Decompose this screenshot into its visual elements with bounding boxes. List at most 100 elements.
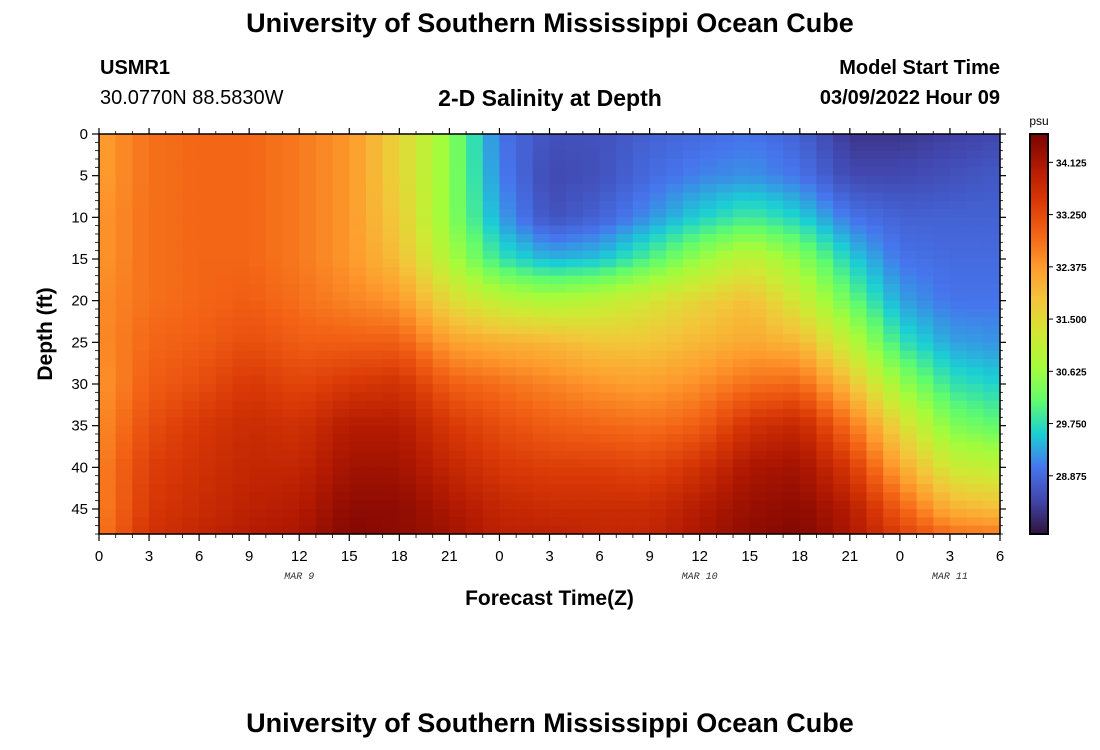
heatmap-cell [516,234,534,243]
heatmap-cell [632,459,651,468]
heatmap-cell [182,134,200,143]
heatmap-cell [916,192,934,202]
heatmap-cell [282,209,300,218]
heatmap-cell [833,259,851,268]
heatmap-cell [499,159,517,168]
heatmap-cell [165,234,184,243]
heatmap-cell [849,267,868,277]
station-coordinates: 30.0770N 88.5830W [100,87,284,109]
heatmap-cell [866,334,884,343]
heatmap-cell [983,250,1001,260]
heatmap-cell [349,209,367,218]
heatmap-cell [165,159,184,168]
heatmap-cell [532,267,551,277]
heatmap-cell [249,384,267,393]
heatmap-cell [149,184,167,193]
heatmap-cell [899,200,918,210]
heatmap-cell [766,425,784,435]
heatmap-cell [816,167,834,177]
heatmap-cell [616,292,634,302]
heatmap-cell [115,484,133,493]
heatmap-cell [332,159,350,168]
heatmap-cell [716,342,734,352]
heatmap-cell [616,309,634,318]
heatmap-cell [733,242,751,252]
heatmap-cell [616,242,634,252]
heatmap-cell [799,159,818,168]
heatmap-cell [733,359,751,368]
heatmap-cell [933,467,951,477]
heatmap-cell [716,142,734,152]
heatmap-cell [332,500,350,510]
heatmap-cell [232,284,250,293]
heatmap-cell [566,175,584,185]
heatmap-cell [215,142,234,152]
heatmap-cell [516,384,534,393]
heatmap-cell [616,159,634,168]
heatmap-cell [632,309,651,318]
heatmap-cell [299,225,317,235]
heatmap-cell [733,442,751,452]
heatmap-cell [182,209,200,218]
heatmap-cell [516,175,534,185]
heatmap-cell [199,217,217,227]
heatmap-cell [315,442,334,452]
heatmap-cell [816,425,834,435]
heatmap-cell [132,334,150,343]
heatmap-cell [883,492,901,502]
heatmap-cell [149,142,167,152]
heatmap-cell [399,300,417,310]
heatmap-cell [499,392,517,402]
heatmap-cell [332,342,350,352]
heatmap-cell [115,150,133,160]
heatmap-cell [916,167,934,177]
heatmap-cell [499,184,517,193]
heatmap-cell [883,309,901,318]
heatmap-cell [749,292,768,302]
heatmap-cell [516,409,534,418]
heatmap-cell [466,184,484,193]
heatmap-cell [115,492,133,502]
heatmap-cell [983,334,1001,343]
heatmap-cell [816,500,834,510]
heatmap-cell [816,309,834,318]
heatmap-cell [299,375,317,385]
heatmap-cell [182,475,200,485]
heatmap-cell [282,184,300,193]
heatmap-cell [616,250,634,260]
heatmap-cell [149,509,167,518]
heatmap-cell [983,342,1001,352]
heatmap-cell [449,159,467,168]
heatmap-cell [199,242,217,252]
heatmap-cell [249,175,267,185]
heatmap-cell [416,467,434,477]
heatmap-cell [966,225,984,235]
heatmap-cell [265,217,284,227]
heatmap-cell [165,175,184,185]
heatmap-cell [632,325,651,335]
heatmap-cell [632,250,651,260]
heatmap-cell [966,309,984,318]
heatmap-cell [616,384,634,393]
heatmap-cell [716,442,734,452]
heatmap-cell [733,367,751,377]
heatmap-cell [816,300,834,310]
heatmap-cell [949,392,968,402]
heatmap-cell [165,400,184,410]
heatmap-cell [232,217,250,227]
heatmap-cell [899,325,918,335]
heatmap-cell [399,359,417,368]
heatmap-cell [933,484,951,493]
heatmap-cell [783,392,801,402]
heatmap-cell [783,192,801,202]
heatmap-cell [466,434,484,443]
heatmap-cell [416,500,434,510]
heatmap-cell [849,509,868,518]
heatmap-cell [649,409,667,418]
heatmap-cell [933,367,951,377]
heatmap-cell [866,325,884,335]
heatmap-cell [365,475,384,485]
heatmap-cell [532,459,551,468]
heatmap-cell [983,467,1001,477]
heatmap-cell [699,367,717,377]
